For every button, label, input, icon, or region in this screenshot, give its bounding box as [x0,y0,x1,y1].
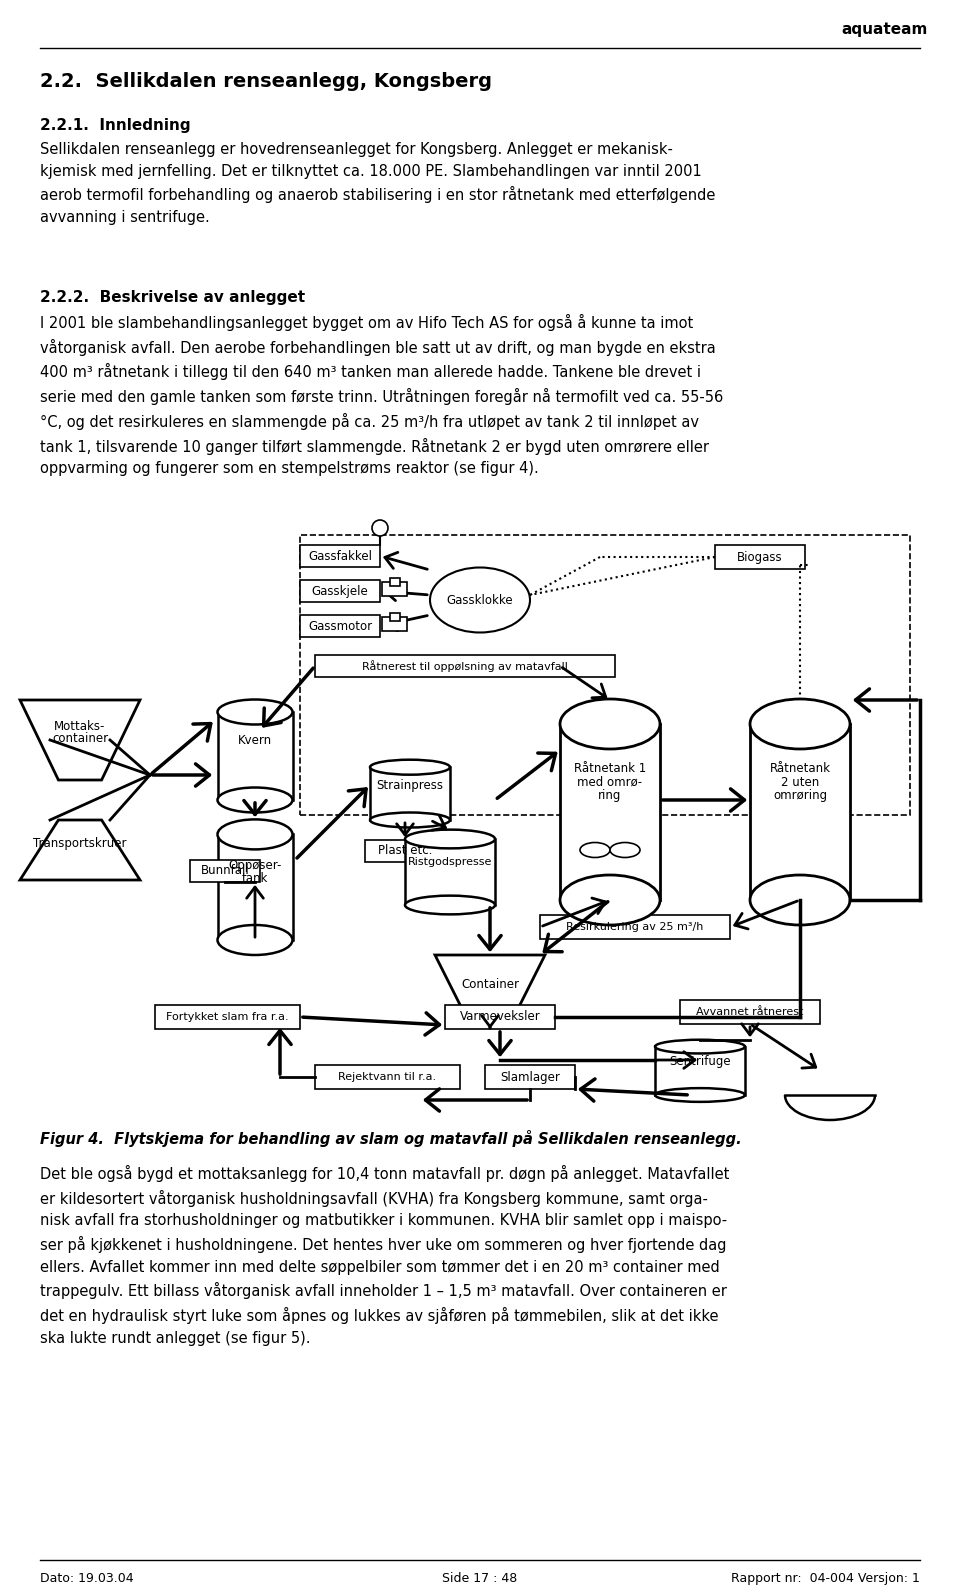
Text: Plast etc.: Plast etc. [378,844,432,857]
Text: Sentrifuge: Sentrifuge [669,1055,731,1068]
Ellipse shape [218,699,293,725]
Ellipse shape [218,787,293,812]
Bar [382,583,407,595]
Text: Container: Container [461,978,519,991]
Bar [300,614,380,637]
Text: Dato: 19.03.04: Dato: 19.03.04 [40,1572,133,1585]
Text: Biogass: Biogass [737,551,782,563]
Ellipse shape [560,699,660,749]
Ellipse shape [750,875,850,926]
Polygon shape [20,701,140,780]
Text: Bunnfall: Bunnfall [201,865,250,878]
Text: Side 17 : 48: Side 17 : 48 [443,1572,517,1585]
Text: Råtnetank: Råtnetank [770,761,830,774]
Text: 2 uten: 2 uten [780,776,819,788]
Bar [300,535,910,816]
Ellipse shape [405,895,495,915]
Text: Strainpress: Strainpress [376,779,444,792]
Text: Avvannet råtnerest: Avvannet råtnerest [696,1007,804,1017]
Text: Gassklokke: Gassklokke [446,594,514,606]
Text: Slamlager: Slamlager [500,1071,560,1084]
Polygon shape [20,820,140,879]
Text: 2.2.1.  Innledning: 2.2.1. Innledning [40,118,191,132]
Text: Ristgodspresse: Ristgodspresse [408,857,492,867]
Text: ring: ring [598,790,622,803]
Text: container: container [52,731,108,744]
Bar [218,835,293,940]
Text: Fortykket slam fra r.a.: Fortykket slam fra r.a. [166,1012,288,1021]
Text: Rejektvann til r.a.: Rejektvann til r.a. [338,1073,436,1082]
Bar [485,1065,575,1088]
Bar [218,712,293,800]
Ellipse shape [405,830,495,849]
Text: Resirkulering av 25 m³/h: Resirkulering av 25 m³/h [566,922,704,932]
Bar [560,725,660,900]
Bar [300,579,380,602]
Ellipse shape [218,819,293,849]
Ellipse shape [655,1088,745,1101]
Text: 2.2.  Sellikdalen renseanlegg, Kongsberg: 2.2. Sellikdalen renseanlegg, Kongsberg [40,72,492,91]
Text: Gassfakkel: Gassfakkel [308,549,372,562]
Text: Rapport nr:  04-004 Versjon: 1: Rapport nr: 04-004 Versjon: 1 [732,1572,920,1585]
Text: Figur 4.  Flytskjema for behandling av slam og matavfall på Sellikdalen renseanl: Figur 4. Flytskjema for behandling av sl… [40,1130,742,1148]
Text: Råtnerest til oppølsning av matavfall: Råtnerest til oppølsning av matavfall [362,661,568,672]
Ellipse shape [610,843,640,857]
Bar [445,1005,555,1029]
Bar [300,544,380,567]
Ellipse shape [750,699,850,749]
Ellipse shape [370,760,450,774]
Bar [405,839,495,905]
Bar [750,725,850,900]
Text: 2.2.2.  Beskrivelse av anlegget: 2.2.2. Beskrivelse av anlegget [40,290,305,305]
Ellipse shape [218,926,293,954]
Text: Sellikdalen renseanlegg er hovedrenseanlegget for Kongsberg. Anlegget er mekanis: Sellikdalen renseanlegg er hovedrenseanl… [40,142,715,225]
Text: Kvern: Kvern [238,734,272,747]
Text: Det ble også bygd et mottaksanlegg for 10,4 tonn matavfall pr. døgn på anlegget.: Det ble også bygd et mottaksanlegg for 1… [40,1165,730,1345]
Text: Varmeveksler: Varmeveksler [460,1010,540,1023]
Text: omrøring: omrøring [773,790,828,803]
Text: Oppøser-: Oppøser- [228,859,281,871]
Text: aquateam: aquateam [842,22,928,37]
Bar [655,1047,745,1095]
Text: Råtnetank 1: Råtnetank 1 [574,761,646,774]
Text: tank: tank [242,871,268,884]
Bar [370,768,450,820]
Text: med omrø-: med omrø- [577,776,642,788]
Ellipse shape [370,812,450,827]
Text: Gasskjele: Gasskjele [312,584,369,597]
Bar [382,618,407,630]
Text: I 2001 ble slambehandlingsanlegget bygget om av Hifo Tech AS for også å kunne ta: I 2001 ble slambehandlingsanlegget bygge… [40,314,723,476]
Text: Mottaks-: Mottaks- [55,720,106,733]
Bar [390,578,400,586]
Bar [190,860,260,883]
Text: Transportskruer: Transportskruer [34,838,127,851]
Ellipse shape [655,1039,745,1053]
Ellipse shape [560,875,660,926]
Bar [540,915,730,938]
Bar [680,1001,820,1025]
Bar [155,1005,300,1029]
Bar [365,839,445,862]
Bar [315,654,615,677]
Ellipse shape [430,568,530,632]
Ellipse shape [580,843,610,857]
Bar [390,613,400,621]
Circle shape [372,520,388,536]
Bar [315,1065,460,1088]
Text: Gassmotor: Gassmotor [308,619,372,632]
Bar [715,544,805,570]
Polygon shape [435,954,545,1025]
